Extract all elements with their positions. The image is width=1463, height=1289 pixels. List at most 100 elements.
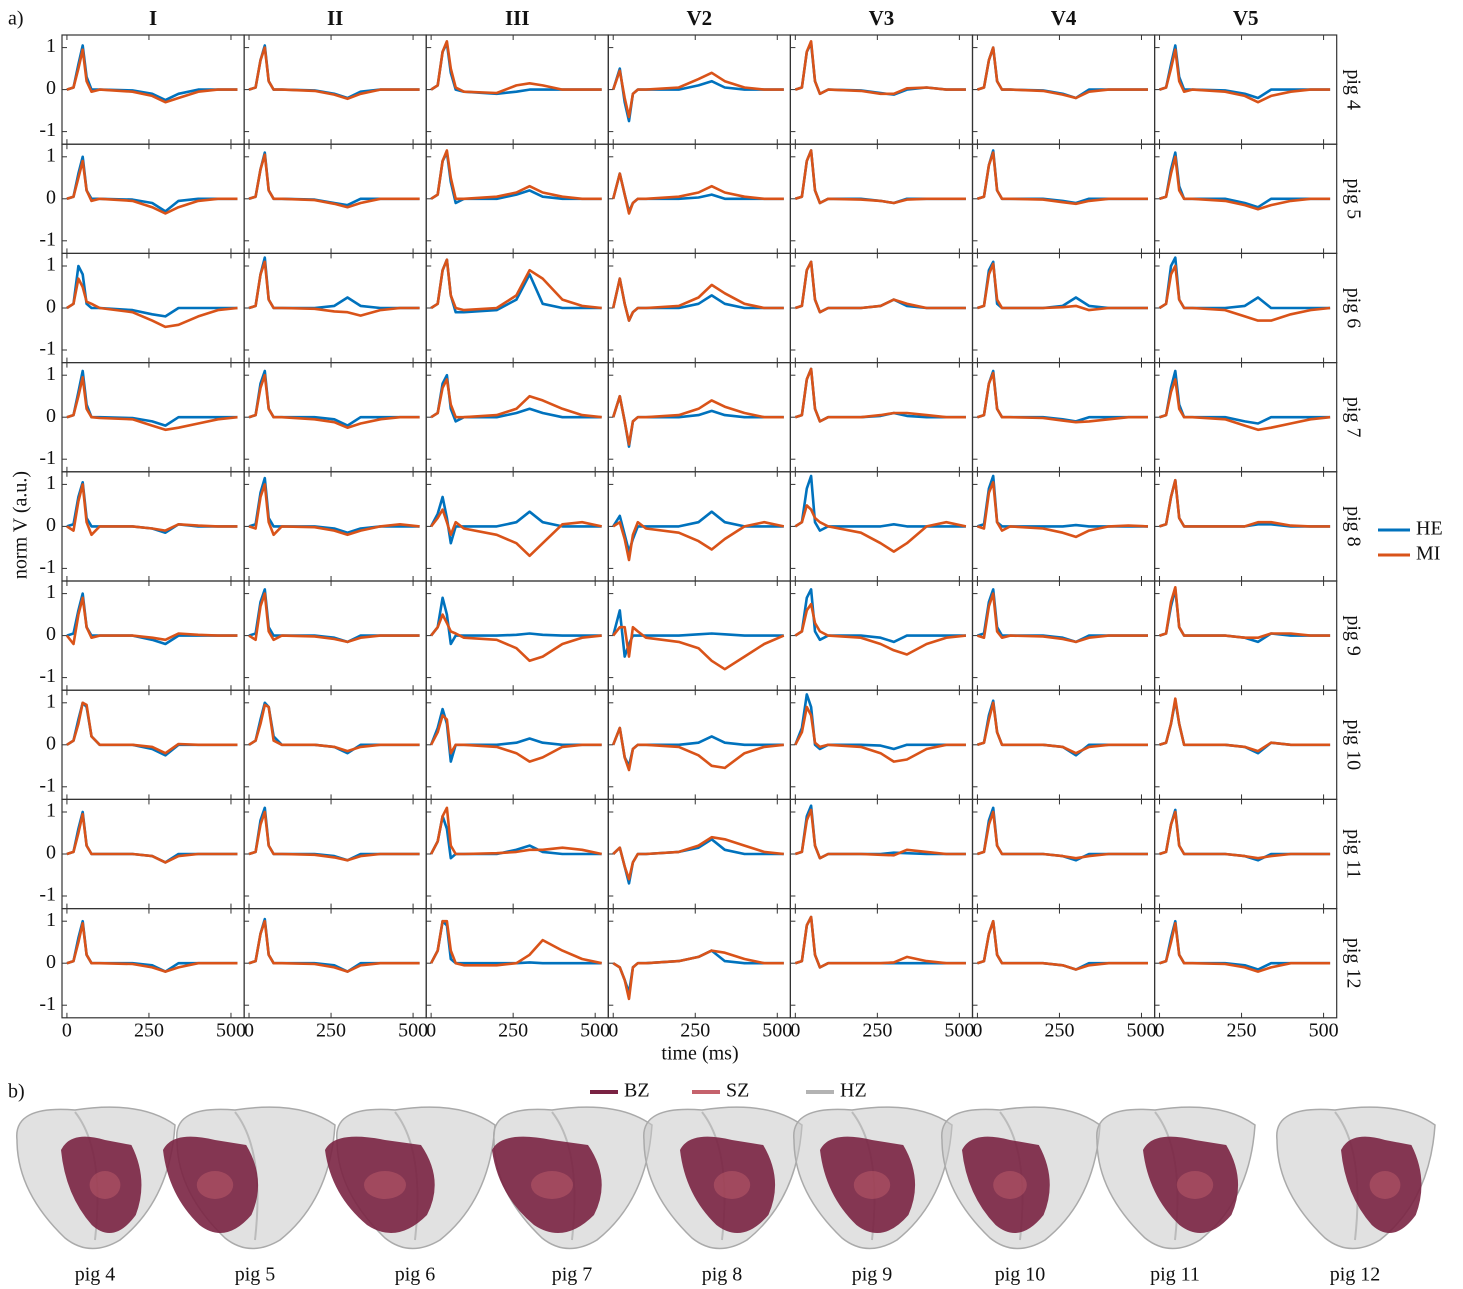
x-tick-label: 500 xyxy=(944,1019,974,1041)
ecg-line xyxy=(612,949,784,1001)
subplot xyxy=(607,34,791,145)
ecg-line xyxy=(1159,478,1331,528)
heart-label: pig 6 xyxy=(395,1264,436,1286)
y-tick-label: 1 xyxy=(46,472,56,494)
subplot xyxy=(425,34,609,145)
ecg-line xyxy=(611,609,784,658)
ecg-line xyxy=(977,919,1148,971)
ecg-line xyxy=(66,483,238,537)
ecg-line xyxy=(248,256,420,310)
subplot xyxy=(1153,689,1338,801)
subplot xyxy=(971,143,1156,254)
ecg-line xyxy=(248,260,420,317)
ecg-line xyxy=(66,48,238,104)
ecg-line xyxy=(794,602,967,656)
heart xyxy=(1276,1106,1436,1250)
scar-core xyxy=(1176,1171,1214,1199)
subplot xyxy=(789,252,974,364)
y-tick-label: -1 xyxy=(39,556,56,578)
subplot xyxy=(971,689,1156,801)
scar xyxy=(962,1136,1050,1233)
subplot xyxy=(243,689,427,801)
ecg-line xyxy=(248,588,420,644)
subplot xyxy=(61,798,245,910)
ecg-line xyxy=(794,504,967,553)
x-tick-label: 500 xyxy=(216,1019,246,1041)
row-label: pig 9 xyxy=(1342,615,1364,656)
ecg-line xyxy=(794,260,966,314)
ecg-line xyxy=(248,592,420,644)
ecg-line xyxy=(611,726,784,768)
y-tick-label: 0 xyxy=(46,77,56,99)
subplot xyxy=(61,580,245,691)
row-label: pig 5 xyxy=(1342,179,1364,220)
y-tick-label: -1 xyxy=(39,665,56,687)
y-tick-label: 0 xyxy=(46,623,56,645)
ecg-line xyxy=(611,172,784,215)
y-tick-label: 0 xyxy=(46,296,56,318)
row-label: pig 7 xyxy=(1342,397,1364,438)
subplot xyxy=(607,252,791,364)
subplot xyxy=(61,143,245,254)
ecg-line xyxy=(248,153,420,209)
subplot xyxy=(789,143,974,254)
subplot xyxy=(971,34,1156,145)
x-tick-label: 0 xyxy=(608,1019,618,1041)
ecg-line xyxy=(977,701,1148,755)
ecg-line xyxy=(794,915,966,969)
scar-core xyxy=(531,1171,573,1199)
subplot xyxy=(971,362,1156,473)
ecg-line xyxy=(977,806,1148,862)
ecg-line xyxy=(430,378,602,419)
heart-label: pig 9 xyxy=(852,1264,893,1286)
panel-label: a) xyxy=(8,8,24,30)
column-header: II xyxy=(327,6,343,30)
subplot xyxy=(61,471,245,582)
ecg-line xyxy=(794,804,966,860)
subplot xyxy=(243,34,427,145)
ecg-line xyxy=(1158,256,1331,310)
row-label: pig 10 xyxy=(1342,720,1364,771)
y-tick-label: 0 xyxy=(46,842,56,864)
x-tick-label: 500 xyxy=(1126,1019,1156,1041)
subplot xyxy=(607,362,791,473)
y-axis-label: norm V (a.u.) xyxy=(10,471,32,579)
subplot xyxy=(789,689,974,801)
subplot xyxy=(1153,362,1338,473)
y-tick-label: 1 xyxy=(46,254,56,276)
x-tick-label: 250 xyxy=(680,1019,710,1041)
subplot xyxy=(789,362,974,473)
scar xyxy=(492,1136,602,1233)
heart xyxy=(941,1106,1101,1250)
ecg-line xyxy=(611,67,784,123)
subplot xyxy=(789,907,974,1019)
heart xyxy=(643,1106,803,1250)
scar-core xyxy=(713,1171,751,1199)
ecg-line xyxy=(430,258,602,312)
ecg-line xyxy=(1159,155,1331,211)
legend-label: MI xyxy=(1416,543,1440,565)
subplot xyxy=(607,580,791,691)
subplot xyxy=(243,580,427,691)
scar-core xyxy=(196,1171,234,1199)
subplot xyxy=(789,798,974,910)
ecg-line xyxy=(248,483,420,537)
heart xyxy=(16,1106,176,1250)
ecg-line xyxy=(611,277,784,322)
column-header: V4 xyxy=(1051,6,1077,30)
x-tick-label: 250 xyxy=(134,1019,164,1041)
ecg-line xyxy=(794,588,966,644)
y-tick-label: 1 xyxy=(46,581,56,603)
subplot xyxy=(425,471,609,582)
subplot xyxy=(425,798,609,910)
subplot xyxy=(243,252,427,364)
heart-label: pig 11 xyxy=(1150,1264,1200,1286)
x-tick-label: 500 xyxy=(580,1019,610,1041)
legend-label: HZ xyxy=(840,1080,867,1102)
y-tick-label: 0 xyxy=(46,514,56,536)
ecg-line xyxy=(794,808,966,860)
ecg-line xyxy=(1159,378,1331,432)
y-tick-label: 0 xyxy=(46,951,56,973)
heart-label: pig 12 xyxy=(1330,1264,1381,1286)
scar-core xyxy=(364,1171,406,1199)
